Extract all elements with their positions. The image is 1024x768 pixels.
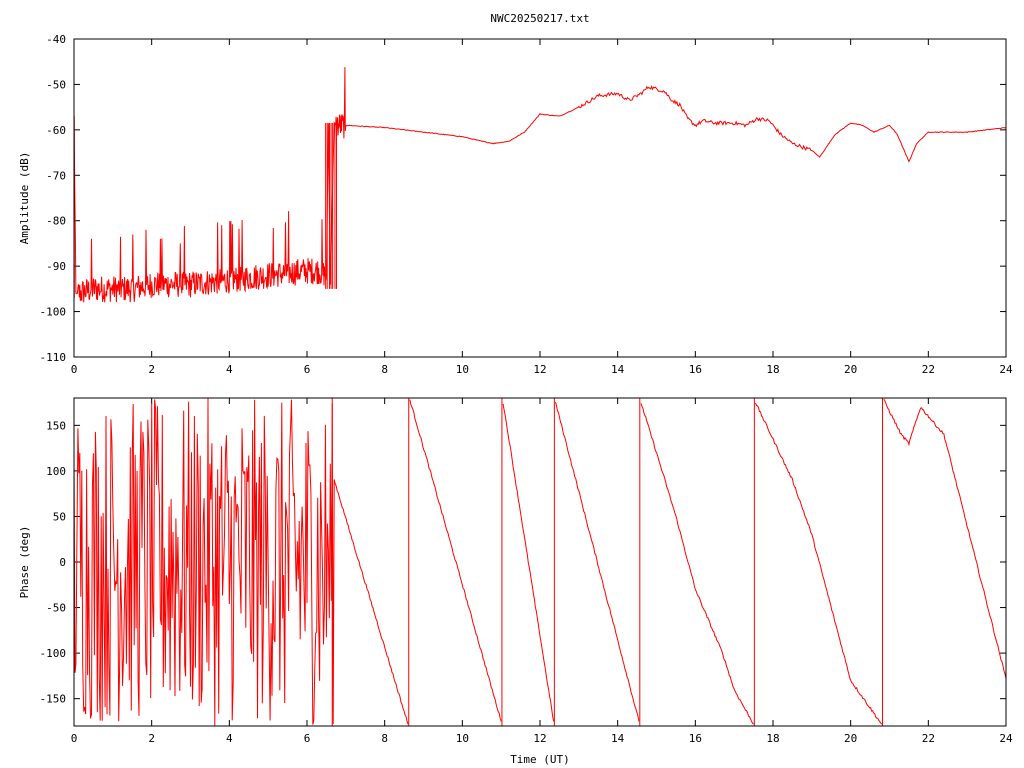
- amplitude-ytick-label: -70: [46, 169, 66, 182]
- amplitude-xtick-label: 24: [999, 363, 1013, 376]
- phase-xtick-label: 0: [71, 732, 78, 745]
- amplitude-xtick-label: 8: [381, 363, 388, 376]
- amplitude-ytick-label: -40: [46, 33, 66, 46]
- phase-xtick-label: 2: [148, 732, 155, 745]
- phase-plot-frame: [73, 397, 1007, 727]
- amplitude-plot-area: [74, 67, 1006, 303]
- phase-ylabel: Phase (deg): [18, 526, 31, 599]
- amplitude-ytick-label: -50: [46, 78, 66, 91]
- phase-series-segment: [74, 398, 335, 726]
- amplitude-xtick-label: 14: [611, 363, 625, 376]
- phase-panel: 0 2 4 6 8 10 12 14 16 18 20 22 24-150-100-5005010015…: [18, 397, 1013, 766]
- amplitude-ytick-label: -100: [40, 306, 67, 319]
- phase-ytick-label: 50: [53, 510, 66, 523]
- phase-ytick-label: -50: [46, 602, 66, 615]
- phase-series-segment: [640, 403, 754, 725]
- phase-xtick-label: 14: [611, 732, 625, 745]
- phase-ytick-label: 0: [59, 556, 66, 569]
- phase-xlabel: Time (UT): [510, 753, 570, 766]
- phase-plot-area: [74, 398, 1006, 726]
- phase-series-segment: [883, 398, 1006, 679]
- phase-xtick-label: 18: [766, 732, 779, 745]
- amplitude-xtick-label: 6: [304, 363, 311, 376]
- phase-xtick-label: 10: [456, 732, 469, 745]
- phase-xtick-label: 6: [304, 732, 311, 745]
- phase-ytick-label: -100: [40, 647, 67, 660]
- amplitude-xtick-label: 0: [71, 363, 78, 376]
- amplitude-series-line: [74, 67, 1006, 303]
- amplitude-xtick-label: 4: [226, 363, 233, 376]
- phase-xtick-label: 4: [226, 732, 233, 745]
- phase-series-segment: [409, 399, 502, 722]
- amplitude-xtick-label: 18: [766, 363, 779, 376]
- amplitude-ytick-label: -110: [40, 351, 67, 364]
- phase-xtick-label: 22: [922, 732, 935, 745]
- amplitude-xtick-label: 20: [844, 363, 857, 376]
- amplitude-xtick-label: 10: [456, 363, 469, 376]
- amplitude-ytick-label: -60: [46, 124, 66, 137]
- phase-xtick-label: 16: [689, 732, 702, 745]
- phase-xtick-label: 8: [381, 732, 388, 745]
- amplitude-xtick-label: 2: [148, 363, 155, 376]
- amplitude-xtick-label: 16: [689, 363, 702, 376]
- amplitude-xtick-label: 22: [922, 363, 935, 376]
- phase-xtick-label: 12: [533, 732, 546, 745]
- amplitude-ytick-label: -90: [46, 260, 66, 273]
- amplitude-xtick-label: 12: [533, 363, 546, 376]
- phase-ytick-label: 150: [46, 419, 66, 432]
- amplitude-ytick-label: -80: [46, 215, 66, 228]
- amplitude-ylabel: Amplitude (dB): [18, 152, 31, 245]
- phase-ytick-label: -150: [40, 693, 67, 706]
- phase-series-segment: [755, 402, 883, 725]
- phase-ytick-label: 100: [46, 465, 66, 478]
- phase-series-segment: [333, 479, 409, 725]
- chart-title: NWC20250217.txt: [490, 12, 589, 25]
- phase-xtick-label: 24: [999, 732, 1013, 745]
- phase-series-segment: [502, 403, 555, 722]
- phase-xtick-label: 20: [844, 732, 857, 745]
- phase-series-segment: [555, 401, 640, 722]
- amplitude-plot-frame: [73, 38, 1007, 358]
